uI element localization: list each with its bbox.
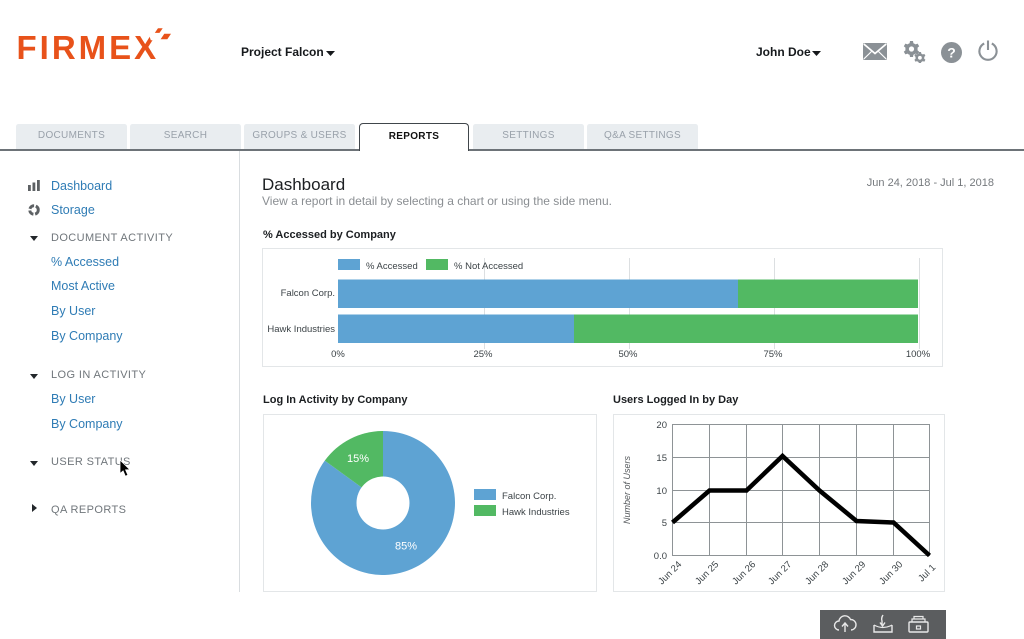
svg-text:Falcon Corp.: Falcon Corp.	[281, 288, 335, 299]
svg-text:% Not Accessed: % Not Accessed	[454, 261, 523, 272]
svg-text:5: 5	[662, 518, 667, 529]
svg-text:Hawk Industries: Hawk Industries	[267, 324, 335, 335]
svg-text:Jun 25: Jun 25	[693, 559, 721, 587]
svg-text:FIRMEX: FIRMEX	[17, 29, 160, 66]
svg-text:25%: 25%	[473, 349, 493, 360]
svg-text:10: 10	[656, 486, 667, 497]
svg-text:0%: 0%	[331, 349, 345, 360]
svg-text:15: 15	[656, 453, 667, 464]
svg-text:Jul 1: Jul 1	[916, 562, 938, 584]
svg-text:Jun 27: Jun 27	[766, 559, 794, 587]
svg-text:75%: 75%	[763, 349, 783, 360]
svg-text:15%: 15%	[347, 453, 369, 465]
svg-text:Jun 26: Jun 26	[730, 559, 758, 587]
svg-text:Jun 28: Jun 28	[803, 559, 831, 587]
svg-text:Jun 24: Jun 24	[656, 559, 684, 587]
svg-text:Number of Users: Number of Users	[622, 455, 632, 524]
svg-text:Falcon Corp.: Falcon Corp.	[502, 491, 556, 502]
svg-text:20: 20	[656, 420, 667, 431]
svg-text:Jun 30: Jun 30	[877, 559, 905, 587]
svg-text:Hawk Industries: Hawk Industries	[502, 507, 570, 518]
svg-text:0.0: 0.0	[654, 551, 667, 562]
svg-text:% Accessed: % Accessed	[366, 261, 418, 272]
svg-text:50%: 50%	[618, 349, 638, 360]
svg-text:Jun 29: Jun 29	[840, 559, 868, 587]
svg-text:100%: 100%	[906, 349, 931, 360]
svg-text:?: ?	[947, 45, 956, 61]
svg-text:85%: 85%	[395, 541, 417, 553]
